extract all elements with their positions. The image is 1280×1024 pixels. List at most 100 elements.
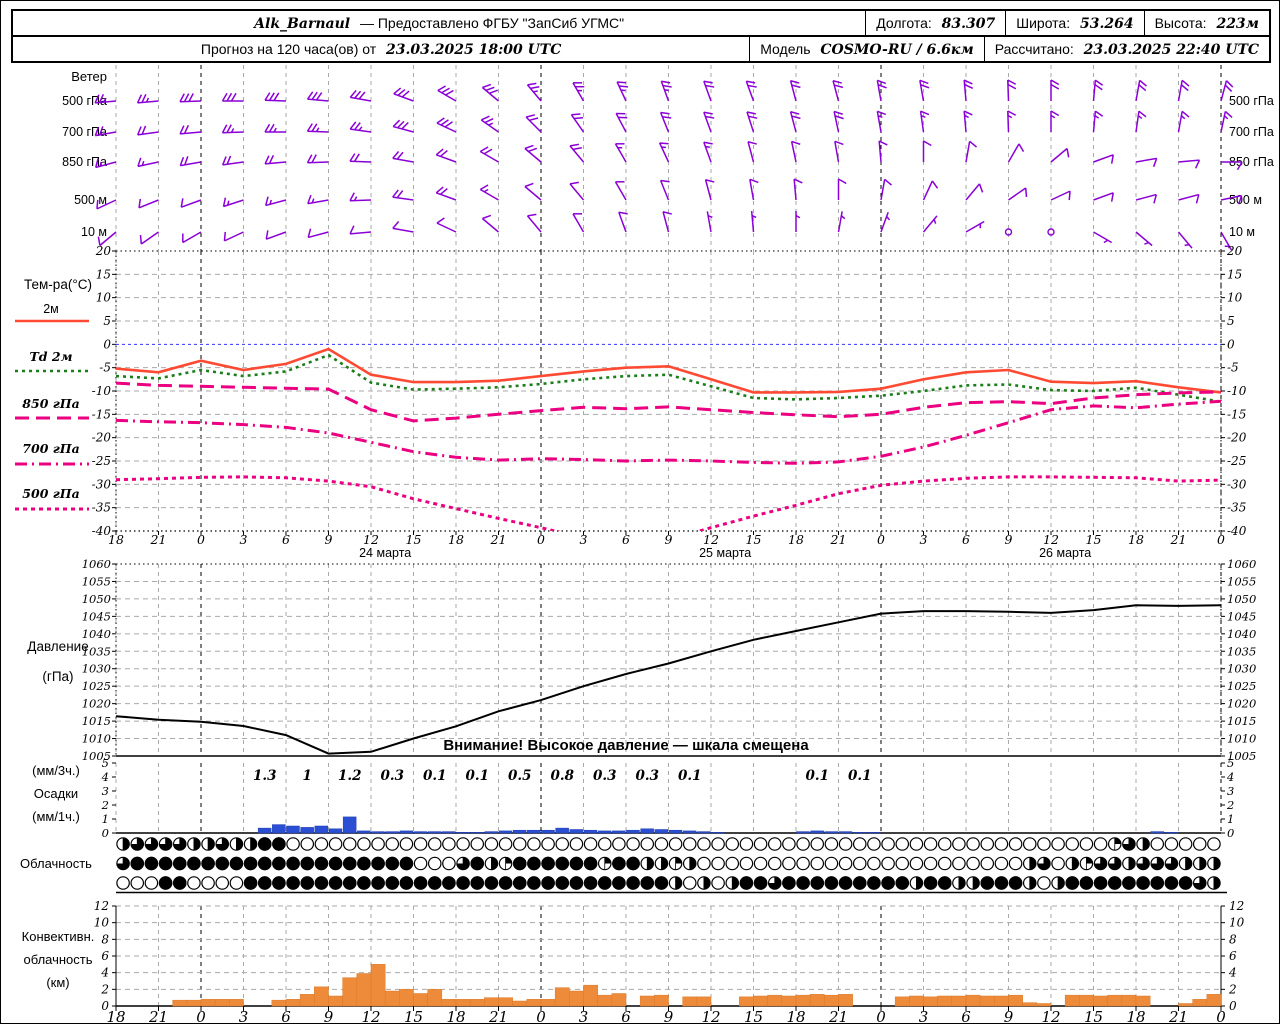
svg-text:2: 2 <box>101 798 109 812</box>
svg-text:1055: 1055 <box>1227 574 1256 588</box>
svg-text:3: 3 <box>1227 784 1234 798</box>
svg-text:18: 18 <box>788 532 804 547</box>
svg-text:18: 18 <box>106 1008 125 1023</box>
svg-text:8: 8 <box>1229 932 1237 946</box>
svg-text:10 м: 10 м <box>81 225 107 239</box>
svg-text:6: 6 <box>962 532 970 547</box>
svg-text:6: 6 <box>281 1008 291 1023</box>
svg-text:Td 2м: Td 2м <box>30 349 73 364</box>
svg-text:1: 1 <box>303 768 312 784</box>
latitude-label: Широта: <box>1016 15 1071 31</box>
svg-text:3: 3 <box>919 1008 929 1023</box>
provider-label: — Предоставлено ФГБУ "ЗапСиб УГМС" <box>359 15 625 31</box>
svg-text:700 гПа: 700 гПа <box>22 441 79 456</box>
svg-text:1055: 1055 <box>82 574 111 588</box>
svg-text:26 марта: 26 марта <box>1039 546 1091 560</box>
svg-text:1030: 1030 <box>1227 662 1256 676</box>
latitude-value: 53.264 <box>1080 16 1134 32</box>
svg-text:-25: -25 <box>1227 454 1246 468</box>
svg-text:15: 15 <box>96 267 111 281</box>
svg-text:500 м: 500 м <box>74 193 107 207</box>
svg-text:21: 21 <box>1168 1008 1188 1023</box>
svg-text:0: 0 <box>1217 532 1225 547</box>
forecast-cell: Прогноз на 120 часа(ов) от 23.03.2025 18… <box>13 37 749 61</box>
svg-text:1015: 1015 <box>82 714 111 728</box>
model-label: Модель <box>760 41 811 57</box>
svg-text:0.1: 0.1 <box>423 768 447 784</box>
svg-text:(гПа): (гПа) <box>42 669 73 684</box>
svg-text:500 гПа: 500 гПа <box>1229 94 1274 108</box>
svg-text:0: 0 <box>1227 826 1234 840</box>
svg-text:15: 15 <box>1086 532 1102 547</box>
svg-text:0: 0 <box>1216 1008 1226 1023</box>
svg-text:12: 12 <box>1229 899 1244 913</box>
svg-text:2: 2 <box>100 982 109 996</box>
svg-text:6: 6 <box>621 1008 631 1023</box>
svg-text:1025: 1025 <box>1227 679 1256 693</box>
temperature-x-axis: 18 21 0 3 6 9 12 15 18 21 0 3 6 9 12 15 18 21 0 3 6 9 12 15 18 21… <box>108 531 1225 560</box>
svg-text:(км): (км) <box>46 975 69 990</box>
station-name: Alk_Barnaul <box>254 16 351 32</box>
svg-text:9: 9 <box>1005 532 1013 547</box>
svg-text:-35: -35 <box>92 501 111 515</box>
svg-text:6: 6 <box>1229 949 1237 963</box>
calc-label: Рассчитано: <box>994 41 1074 57</box>
svg-text:1040: 1040 <box>82 627 111 641</box>
svg-text:1010: 1010 <box>1227 732 1256 746</box>
svg-text:5: 5 <box>102 756 109 770</box>
svg-text:10: 10 <box>94 916 110 930</box>
svg-text:1015: 1015 <box>1227 714 1256 728</box>
svg-text:24 марта: 24 марта <box>359 546 411 560</box>
svg-text:-10: -10 <box>92 384 112 398</box>
svg-text:-15: -15 <box>92 407 111 421</box>
svg-text:18: 18 <box>446 1008 465 1023</box>
svg-text:15: 15 <box>406 532 422 547</box>
pressure-panel: Давление (гПа) 1060 1060 1055 1055 1050 1050 104… <box>27 557 1256 763</box>
svg-text:9: 9 <box>665 532 673 547</box>
svg-text:10: 10 <box>1227 291 1243 305</box>
svg-text:Конвективн.: Конвективн. <box>22 929 95 944</box>
svg-text:0.1: 0.1 <box>848 768 872 784</box>
svg-text:1045: 1045 <box>1227 609 1256 623</box>
svg-text:0: 0 <box>196 1008 206 1023</box>
svg-text:Ветер: Ветер <box>71 69 107 84</box>
bottom-x-axis: 18 21 0 3 6 9 12 15 18 21 0 3 6 9 12 15 18 21 0 3 6 9 12 15 18 21… <box>106 1006 1226 1023</box>
temperature-legend: Тем-ра(°C) 2м Td 2м 850 гПа 700 гПа 500 гПа <box>15 277 92 511</box>
svg-text:облачность: облачность <box>23 952 92 967</box>
calc-time-value: 23.03.2025 22:40 UTC <box>1083 42 1259 58</box>
longitude-value: 83.307 <box>941 16 996 32</box>
svg-text:9: 9 <box>664 1008 674 1023</box>
svg-text:1060: 1060 <box>1227 557 1256 571</box>
svg-text:1040: 1040 <box>1227 627 1256 641</box>
svg-text:0.3: 0.3 <box>636 768 660 784</box>
svg-text:-5: -5 <box>99 361 111 375</box>
svg-text:0: 0 <box>102 826 109 840</box>
svg-text:4: 4 <box>1228 966 1237 980</box>
svg-text:-25: -25 <box>92 454 111 468</box>
svg-text:5: 5 <box>103 314 111 328</box>
convective-panel: Конвективн. облачность (км) 0 0 2 2 4 4 6 6 8 8 10 10 1… <box>22 899 1245 1013</box>
temperature-curves <box>116 347 1221 531</box>
svg-text:0: 0 <box>537 532 545 547</box>
svg-text:Внимание! Высокое давление — ш: Внимание! Высокое давление — шкала смеще… <box>443 737 809 754</box>
svg-text:-20: -20 <box>92 431 112 445</box>
svg-text:10: 10 <box>1229 916 1245 930</box>
svg-text:1045: 1045 <box>82 609 111 623</box>
svg-text:18: 18 <box>448 532 464 547</box>
svg-text:2: 2 <box>1226 798 1234 812</box>
svg-text:1: 1 <box>1227 812 1234 826</box>
svg-text:-30: -30 <box>92 477 112 491</box>
longitude-cell: Долгота: 83.307 <box>865 11 1005 35</box>
svg-text:Осадки: Осадки <box>34 786 78 801</box>
svg-text:6: 6 <box>101 949 109 963</box>
svg-text:1030: 1030 <box>82 662 111 676</box>
svg-text:15: 15 <box>744 1008 763 1023</box>
svg-text:Тем-ра(°C): Тем-ра(°C) <box>24 277 92 292</box>
svg-text:5: 5 <box>1227 314 1235 328</box>
svg-text:15: 15 <box>746 532 762 547</box>
svg-text:0.1: 0.1 <box>678 768 702 784</box>
svg-text:0: 0 <box>1229 999 1237 1013</box>
svg-text:6: 6 <box>282 532 290 547</box>
svg-text:1060: 1060 <box>82 557 111 571</box>
svg-text:1020: 1020 <box>82 697 111 711</box>
